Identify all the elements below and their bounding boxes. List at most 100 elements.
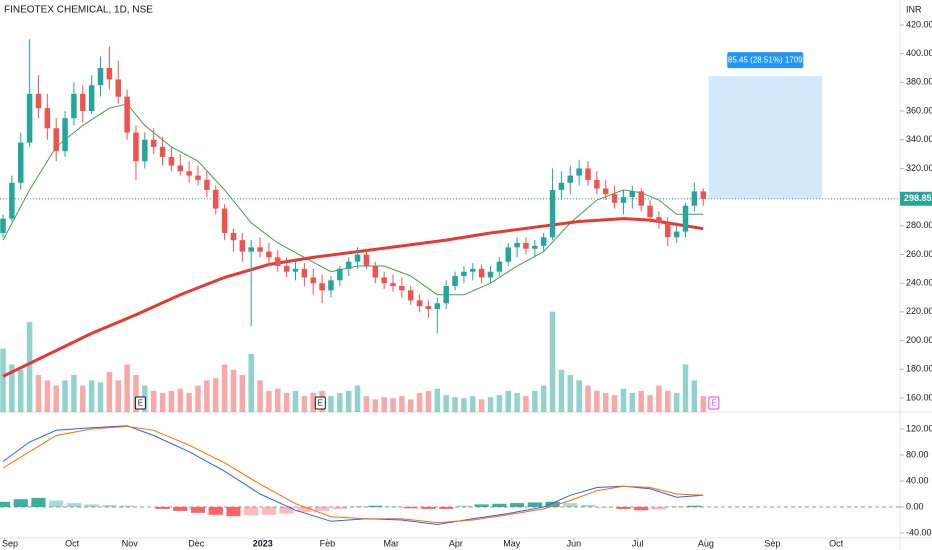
y-tick-label: 280.00 xyxy=(906,220,932,230)
candle-body xyxy=(230,232,237,241)
volume-bar xyxy=(115,380,121,412)
candle-body xyxy=(106,67,113,80)
moving-average xyxy=(2,217,704,378)
volume-bar xyxy=(434,388,441,412)
candle-body xyxy=(310,277,316,284)
x-tick-label: Aug xyxy=(698,538,714,548)
candle-body xyxy=(239,240,246,252)
macd-histogram-bar xyxy=(421,506,436,509)
macd-histogram-bar xyxy=(49,500,64,507)
candle-body xyxy=(301,268,308,278)
x-tick-label: Oct xyxy=(829,538,844,548)
volume-bar xyxy=(53,385,59,412)
volume-bar xyxy=(80,385,86,412)
candle-body xyxy=(204,179,210,190)
candle-body xyxy=(620,197,627,203)
macd-histogram-bar xyxy=(66,503,82,507)
candle-body xyxy=(186,171,192,176)
volume-bar xyxy=(221,364,228,412)
projection-label: 85.45 (28.51%) 1709 xyxy=(728,55,803,64)
x-tick-label: 2023 xyxy=(253,538,273,548)
macd-histogram-bar xyxy=(545,501,560,507)
candle-body xyxy=(399,286,405,291)
volume-bar xyxy=(549,311,556,412)
y-tick-label: 400.00 xyxy=(906,48,932,58)
volume-bar xyxy=(496,395,503,412)
candle-body xyxy=(470,268,476,272)
projection-box xyxy=(708,76,823,199)
macd-histogram-bar xyxy=(120,505,135,507)
candle-body xyxy=(177,165,184,172)
x-tick-label: Oct xyxy=(65,538,80,548)
candle-body xyxy=(266,251,272,258)
macd-histogram-bar xyxy=(0,501,11,507)
candle-body xyxy=(80,93,86,112)
candle-body xyxy=(576,168,582,176)
volume-bar xyxy=(425,390,432,412)
candle-body xyxy=(452,276,458,287)
volume-bar xyxy=(177,388,184,412)
y2-tick-label: 0.00 xyxy=(906,501,924,511)
volume-bar xyxy=(195,385,201,412)
volume-bar xyxy=(186,392,192,412)
volume-bar xyxy=(576,380,582,412)
volume-bar xyxy=(35,375,42,412)
volume-bar xyxy=(585,385,591,412)
candle-body xyxy=(487,271,494,278)
volume-bar xyxy=(337,392,343,412)
candle-body xyxy=(585,168,591,180)
volume-bar xyxy=(150,390,157,412)
volume-bar xyxy=(310,392,316,412)
macd-histogram-bar xyxy=(315,506,330,511)
candle-body xyxy=(514,243,520,248)
macd-histogram-bar xyxy=(102,505,117,507)
macd-histogram-bar xyxy=(598,506,613,508)
candle-body xyxy=(71,93,77,119)
candle-body xyxy=(691,191,698,206)
volume-bar xyxy=(230,369,237,412)
candle-body xyxy=(416,300,423,307)
volume-bar xyxy=(461,398,467,412)
volume-bar xyxy=(328,396,334,412)
candle-body xyxy=(319,283,325,291)
candle-body xyxy=(53,128,59,152)
candle-body xyxy=(682,205,689,232)
candle-body xyxy=(461,271,467,277)
macd-histogram-bar xyxy=(385,506,401,507)
event-marker xyxy=(134,396,146,410)
candle-body xyxy=(9,182,15,219)
volume-bar xyxy=(656,385,662,412)
volume-bar xyxy=(443,395,449,412)
candle-body xyxy=(478,268,485,278)
candle-body xyxy=(159,146,166,157)
volume-bar xyxy=(133,375,139,412)
candle-body xyxy=(540,237,547,246)
x-tick-label: Mar xyxy=(383,538,399,548)
volume-bar xyxy=(275,388,281,412)
x-tick-label: Feb xyxy=(320,538,336,548)
volume-bar xyxy=(478,399,485,412)
candle-body xyxy=(629,191,636,198)
macd-histogram-bar xyxy=(208,506,223,515)
volume-bar xyxy=(505,390,511,412)
candle-body xyxy=(328,280,334,291)
y-tick-label: 240.00 xyxy=(906,278,932,288)
y-tick-label: 420.00 xyxy=(906,19,932,29)
macd-histogram-bar xyxy=(439,506,454,509)
candle-body xyxy=(354,254,361,262)
candle-body xyxy=(115,79,121,97)
volume-bar xyxy=(647,395,653,412)
x-tick-label: Sep xyxy=(2,538,18,548)
candle-body xyxy=(425,306,432,309)
volume-bar xyxy=(283,392,290,412)
event-label: E xyxy=(711,399,716,408)
y-tick-label: 200.00 xyxy=(906,335,932,345)
volume-bar xyxy=(691,380,698,412)
volume-bar xyxy=(106,371,113,412)
volume-bar xyxy=(372,399,379,412)
candle-body xyxy=(656,217,662,223)
volume-bar xyxy=(638,390,644,412)
macd-histogram-bar xyxy=(332,506,347,509)
candle-body xyxy=(212,189,219,209)
